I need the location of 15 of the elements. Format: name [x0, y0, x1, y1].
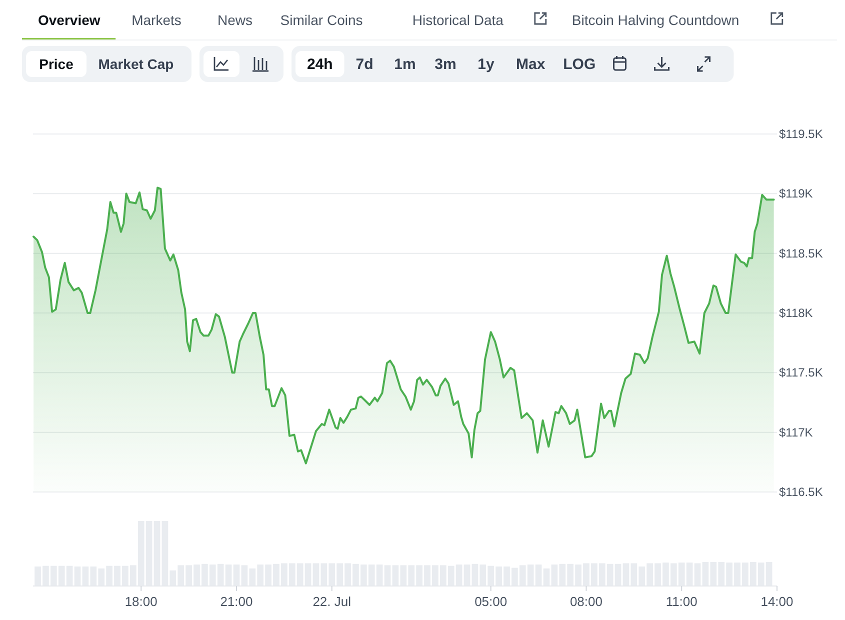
x-tick-label: 22. Jul — [312, 594, 352, 609]
y-tick-label: $118.5K — [779, 246, 823, 260]
y-tick-label: $119K — [779, 186, 813, 201]
x-tick-label: 11:00 — [666, 594, 698, 609]
x-tick-label: 21:00 — [220, 594, 253, 609]
x-tick-label: 05:00 — [474, 594, 508, 609]
y-tick-label: $117.5K — [779, 366, 823, 380]
y-tick-label: $118K — [779, 306, 813, 320]
y-tick-label: $119.5K — [779, 127, 823, 141]
y-tick-label: $117K — [779, 425, 813, 440]
y-tick-label: $116.5K — [779, 485, 823, 499]
x-tick-label: 18:00 — [124, 594, 158, 609]
x-tick-label: 14:00 — [760, 594, 794, 609]
toolbar: Overview Markets News Similar Coins Historical Data Bitcoin Halving Countdown Price Market Cap 24h 7d 1m 3m 1y Max LOG — [22, 12, 837, 82]
x-tick-label: 08:00 — [570, 594, 603, 609]
